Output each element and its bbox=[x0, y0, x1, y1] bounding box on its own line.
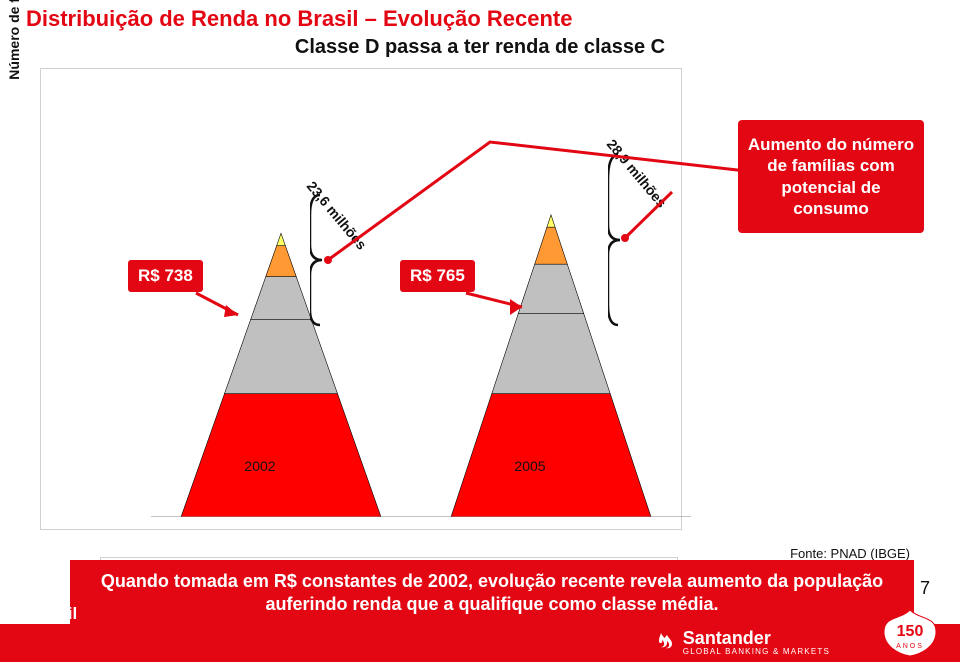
slide: Distribuição de Renda no Brasil – Evoluç… bbox=[0, 0, 960, 662]
side-callout-box: Aumento do número de famílias com potenc… bbox=[738, 120, 924, 233]
conclusion-banner: Quando tomada em R$ constantes de 2002, … bbox=[70, 560, 914, 627]
callout-value-2002: R$ 738 bbox=[128, 260, 203, 292]
y-axis-label: Número de famílias (em milhões) bbox=[6, 0, 22, 120]
callout-value-2005: R$ 765 bbox=[400, 260, 475, 292]
brand-subline: GLOBAL BANKING & MARKETS bbox=[683, 647, 830, 656]
badge-sub: ANOS bbox=[896, 643, 924, 650]
badge-number: 150 bbox=[897, 623, 924, 640]
xcat-2005: 2005 bbox=[490, 458, 570, 474]
flame-icon bbox=[653, 630, 677, 654]
page-title: Distribuição de Renda no Brasil – Evoluç… bbox=[26, 6, 573, 32]
footer-left-label: Brasil bbox=[30, 604, 77, 624]
brand-logo: Santander GLOBAL BANKING & MARKETS bbox=[653, 628, 830, 656]
badge-150-icon: 150 ANOS bbox=[880, 608, 940, 658]
brand-name: Santander bbox=[683, 628, 771, 648]
page-subtitle: Classe D passa a ter renda de classe C bbox=[0, 36, 960, 59]
footer-bar: Brasil Santander GLOBAL BANKING & MARKET… bbox=[0, 624, 960, 662]
page-number: 7 bbox=[920, 578, 930, 599]
source-label: Fonte: PNAD (IBGE) bbox=[790, 546, 910, 561]
xcat-2002: 2002 bbox=[220, 458, 300, 474]
